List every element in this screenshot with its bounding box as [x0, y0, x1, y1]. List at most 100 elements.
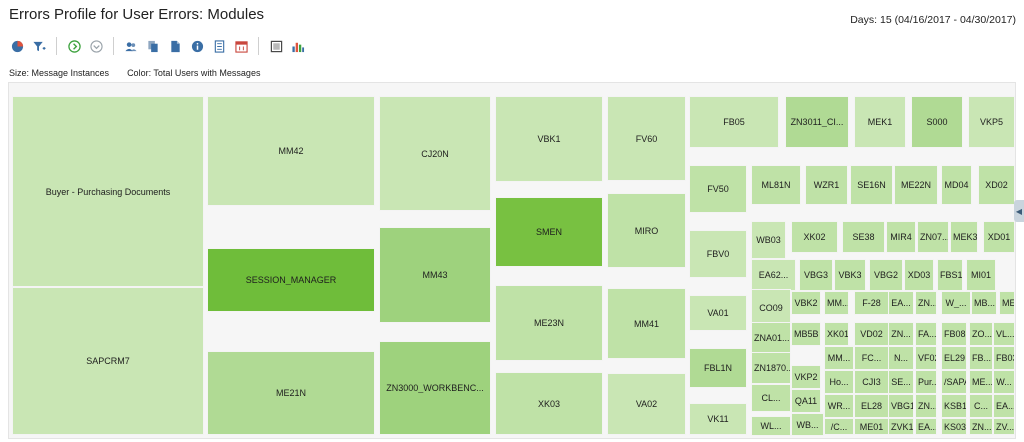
treemap-tile[interactable]: ZN07...	[917, 221, 949, 253]
treemap-tile[interactable]: KS03	[941, 418, 967, 435]
treemap-tile[interactable]: CO09	[751, 289, 791, 327]
treemap-tile[interactable]: SAPCRM7	[12, 287, 204, 435]
treemap-tile[interactable]: FB08	[941, 322, 967, 346]
treemap-tile[interactable]: ZN3000_WORKBENC...	[379, 341, 491, 435]
treemap-tile[interactable]: C...	[969, 394, 993, 418]
treemap-tile[interactable]: FB...	[969, 346, 993, 370]
treemap-tile[interactable]: ZN...	[888, 322, 914, 346]
treemap-tile[interactable]: QA11	[791, 389, 821, 413]
treemap-tile[interactable]: VF02	[915, 346, 937, 370]
list-icon[interactable]	[211, 38, 227, 54]
treemap-tile[interactable]: ME01	[854, 418, 889, 435]
treemap-tile[interactable]: MD04	[941, 165, 972, 205]
treemap-tile[interactable]: MIR4	[886, 221, 916, 253]
treemap-tile[interactable]: FB05	[689, 96, 779, 148]
treemap-tile[interactable]: Pur...	[915, 370, 937, 394]
treemap-tile[interactable]: MM42	[207, 96, 375, 206]
treemap-tile[interactable]: ZN...	[915, 291, 937, 315]
treemap-tile[interactable]: MEK1	[854, 96, 906, 148]
treemap-tile[interactable]: ZN3011_CI...	[785, 96, 849, 148]
treemap-tile[interactable]: EA...	[915, 418, 937, 435]
treemap-tile[interactable]: ZO...	[969, 322, 993, 346]
treemap-tile[interactable]: FC...	[854, 346, 889, 370]
treemap-tile[interactable]: SMEN	[495, 197, 603, 267]
treemap-tile[interactable]: VA02	[607, 373, 686, 435]
treemap-tile[interactable]: VA01	[689, 295, 747, 331]
treemap-tile[interactable]: EA...	[993, 394, 1015, 418]
info-icon[interactable]	[189, 38, 205, 54]
treemap-tile[interactable]: VBK2	[791, 291, 821, 315]
treemap-tile[interactable]: MIRO	[607, 193, 686, 268]
treemap-tile[interactable]: EL29	[941, 346, 967, 370]
forward-circle-icon[interactable]	[66, 38, 82, 54]
treemap-tile[interactable]: SE16N	[850, 165, 893, 205]
treemap-tile[interactable]: VBK1	[495, 96, 603, 182]
treemap-tile[interactable]: FA...	[915, 322, 937, 346]
treemap-tile[interactable]: /C...	[824, 418, 854, 435]
treemap-tile[interactable]: MB5B	[791, 322, 821, 346]
treemap-tile[interactable]: WR...	[824, 394, 854, 418]
treemap-tile[interactable]: ME21N	[207, 351, 375, 435]
treemap-tile[interactable]: VL...	[993, 322, 1015, 346]
treemap-tile[interactable]: EA62...	[751, 259, 796, 291]
treemap-tile[interactable]: SE...	[888, 370, 914, 394]
treemap-tile[interactable]: MI01	[966, 259, 996, 291]
treemap-tile[interactable]: S000	[911, 96, 963, 148]
treemap-tile[interactable]: ZN...	[969, 418, 993, 435]
treemap-tile[interactable]: ME22N	[894, 165, 938, 205]
treemap-tile[interactable]: XD02	[978, 165, 1015, 205]
treemap-tile[interactable]: XK01	[824, 322, 849, 346]
treemap-tile[interactable]: EA...	[888, 291, 914, 315]
treemap-tile[interactable]: SE38	[842, 221, 885, 253]
treemap-tile[interactable]: W_...	[941, 291, 971, 315]
treemap-tile[interactable]: N...	[888, 346, 914, 370]
treemap-tile[interactable]: CL...	[751, 384, 791, 412]
treemap-tile[interactable]: MB...	[971, 291, 997, 315]
calendar-icon[interactable]	[233, 38, 249, 54]
treemap-tile[interactable]: W...	[993, 370, 1015, 394]
treemap-tile[interactable]: CJI3	[854, 370, 889, 394]
treemap-tile[interactable]: FBV0	[689, 230, 747, 278]
treemap-tile[interactable]: VBG3	[799, 259, 833, 291]
treemap-tile[interactable]: FBL1N	[689, 348, 747, 388]
pie-chart-icon[interactable]	[9, 38, 25, 54]
treemap-tile[interactable]: XK02	[791, 221, 838, 253]
treemap-tile[interactable]: XD01	[983, 221, 1015, 253]
treemap-tile[interactable]: WZR1	[805, 165, 848, 205]
treemap-tile[interactable]: XD03	[904, 259, 934, 291]
treemap-tile[interactable]: FV50	[689, 165, 747, 213]
treemap-tile[interactable]: MM41	[607, 288, 686, 359]
treemap-tile[interactable]: /SAPAP...	[941, 370, 967, 394]
treemap-tile[interactable]: VBG1	[888, 394, 914, 418]
treemap-tile[interactable]: ML81N	[751, 165, 801, 205]
treemap-tile[interactable]: ME...	[969, 370, 993, 394]
chevron-down-circle-icon[interactable]	[88, 38, 104, 54]
treemap-tile[interactable]: WB03	[751, 221, 786, 259]
treemap-tile[interactable]: VBK3	[834, 259, 866, 291]
fullscreen-icon[interactable]	[268, 38, 284, 54]
treemap-tile[interactable]: Ho...	[824, 370, 854, 394]
treemap-tile[interactable]: FB03	[993, 346, 1015, 370]
treemap-tile[interactable]: CJ20N	[379, 96, 491, 211]
treemap-tile[interactable]: ZN...	[915, 394, 937, 418]
treemap-tile[interactable]: ZNA01...	[751, 322, 791, 354]
treemap-tile[interactable]: ZV...	[993, 418, 1015, 435]
treemap-tile[interactable]: ME23N	[495, 285, 603, 361]
treemap-tile[interactable]: VBG2	[869, 259, 903, 291]
treemap-tile[interactable]: MM43	[379, 227, 491, 323]
treemap-tile[interactable]: XK03	[495, 372, 603, 435]
treemap-tile[interactable]: KSB1	[941, 394, 967, 418]
treemap-tile[interactable]: ZVK13	[888, 418, 914, 435]
treemap-tile[interactable]: EL28	[854, 394, 889, 418]
treemap-tile[interactable]: SESSION_MANAGER	[207, 248, 375, 312]
treemap-tile[interactable]: VKP2	[791, 365, 821, 389]
treemap-tile[interactable]: FV60	[607, 96, 686, 181]
bar-chart-icon[interactable]	[290, 38, 306, 54]
treemap-tile[interactable]: MM...	[824, 346, 854, 370]
copy-icon[interactable]	[145, 38, 161, 54]
treemap-tile[interactable]: ME...	[999, 291, 1015, 315]
treemap-tile[interactable]: FBS1	[937, 259, 963, 291]
treemap-tile[interactable]: VK11	[689, 403, 747, 435]
treemap-tile[interactable]: F-28	[854, 291, 889, 315]
treemap-tile[interactable]: VKP5	[968, 96, 1015, 148]
